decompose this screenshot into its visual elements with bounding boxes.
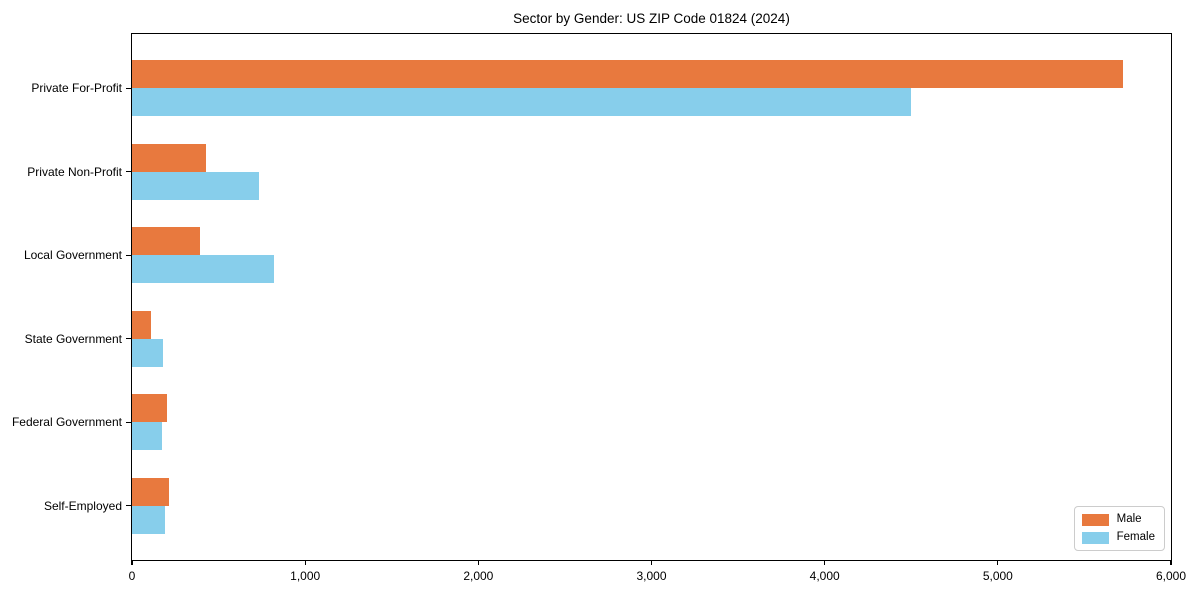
category-label: Private Non-Profit	[27, 164, 122, 179]
x-tick-label: 2,000	[463, 569, 494, 583]
x-axis-tick	[650, 560, 653, 565]
male-bar	[132, 227, 200, 256]
legend-label: Male	[1116, 513, 1142, 525]
category-label: Federal Government	[11, 415, 122, 430]
category-label: Local Government	[23, 248, 122, 263]
x-axis-tick	[997, 560, 999, 565]
legend-item: Female	[1081, 531, 1155, 544]
female-bar	[132, 88, 912, 117]
x-axis-tick	[131, 560, 133, 565]
y-axis-tick	[125, 254, 131, 256]
x-axis-tick	[1170, 560, 1172, 565]
male-bar	[132, 143, 207, 172]
female-bar	[132, 422, 163, 451]
male-bar	[132, 477, 170, 506]
category-label: State Government	[24, 331, 122, 346]
female-bar	[132, 505, 165, 534]
legend-item: Male	[1081, 513, 1155, 526]
chart-title: Sector by Gender: US ZIP Code 01824 (202…	[513, 11, 790, 26]
x-tick-label: 3,000	[636, 569, 667, 583]
y-axis-tick	[125, 421, 131, 423]
x-axis-tick	[824, 560, 826, 565]
female-bar	[132, 255, 274, 284]
x-axis-tick	[477, 560, 479, 565]
y-axis-tick	[125, 171, 131, 173]
legend: Male Female	[1073, 506, 1165, 551]
male-bar	[132, 310, 152, 339]
x-tick-label: 5,000	[982, 569, 1013, 583]
x-tick-label: 6,000	[1155, 569, 1187, 583]
male-bar	[132, 60, 1123, 89]
male-bar	[132, 394, 168, 423]
plot-area: Male Female Private For-Profit Private Non…	[12, 33, 1186, 583]
male-legend-swatch	[1081, 513, 1109, 526]
x-tick-label: 0	[128, 569, 136, 583]
y-axis-tick	[125, 338, 131, 340]
x-tick-label: 1,000	[290, 569, 321, 583]
female-legend-swatch	[1081, 531, 1109, 544]
category-label: Self-Employed	[43, 498, 122, 513]
legend-label: Female	[1116, 531, 1155, 543]
female-bar	[132, 338, 164, 367]
y-axis-tick	[125, 87, 131, 89]
x-tick-label: 4,000	[809, 569, 840, 583]
x-axis-tick	[304, 560, 306, 565]
category-label: Private For-Profit	[31, 81, 122, 96]
y-axis-tick	[125, 505, 131, 507]
female-bar	[132, 171, 260, 200]
